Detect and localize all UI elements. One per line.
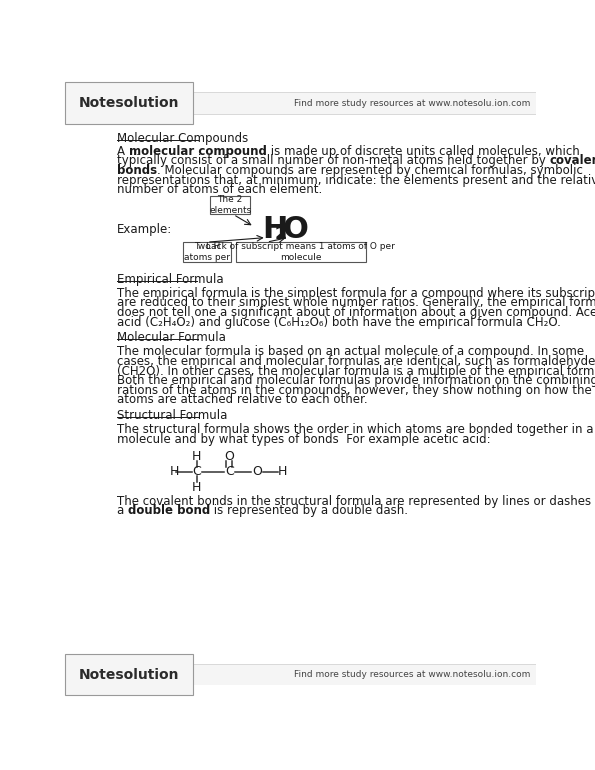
Text: rations of the atoms in the compounds, however, they show nothing on how the: rations of the atoms in the compounds, h…	[117, 383, 592, 397]
FancyBboxPatch shape	[183, 242, 231, 262]
Text: H: H	[192, 450, 202, 463]
Text: are reduced to their simplest whole number ratios. Generally, the empirical form: are reduced to their simplest whole numb…	[117, 296, 595, 310]
Text: is made up of discrete units called molecules, which: is made up of discrete units called mole…	[267, 145, 580, 158]
Text: Structural Formula: Structural Formula	[117, 409, 227, 422]
Text: C: C	[192, 465, 201, 478]
Text: Empirical Formula: Empirical Formula	[117, 273, 224, 286]
Text: H: H	[262, 216, 287, 244]
Text: Notesolution: Notesolution	[79, 96, 180, 110]
Text: covalent: covalent	[550, 154, 595, 167]
Text: H: H	[277, 465, 287, 478]
FancyBboxPatch shape	[74, 664, 536, 685]
FancyBboxPatch shape	[210, 196, 250, 214]
FancyBboxPatch shape	[236, 242, 366, 262]
Text: The molecular formula is based on an actual molecule of a compound. In some: The molecular formula is based on an act…	[117, 345, 584, 358]
Text: The 2
elements: The 2 elements	[209, 195, 251, 216]
Text: The covalent bonds in the structural formula are represented by lines or dashes : The covalent bonds in the structural for…	[117, 494, 595, 507]
Text: Find more study resources at www.notesolu.ion.com: Find more study resources at www.notesol…	[295, 99, 531, 108]
Text: Notesolution: Notesolution	[79, 668, 180, 681]
Text: bonds: bonds	[117, 164, 157, 177]
Text: Find more study resources at www.notesolu.ion.com: Find more study resources at www.notesol…	[295, 670, 531, 679]
Text: Molecular Compounds: Molecular Compounds	[117, 132, 248, 146]
Text: typically consist of a small number of non-metal atoms held together by: typically consist of a small number of n…	[117, 154, 550, 167]
FancyBboxPatch shape	[74, 92, 536, 114]
Text: Example:: Example:	[117, 223, 172, 236]
Text: C: C	[225, 465, 234, 478]
Text: cases, the empirical and molecular formulas are identical, such as formaldehyde: cases, the empirical and molecular formu…	[117, 355, 595, 368]
Text: acid (C₂H₄O₂) and glucose (C₆H₁₂O₆) both have the empirical formula CH₂O.: acid (C₂H₄O₂) and glucose (C₆H₁₂O₆) both…	[117, 316, 561, 329]
Text: O: O	[282, 216, 308, 244]
Text: molecule and by what types of bonds  For example acetic acid:: molecule and by what types of bonds For …	[117, 433, 491, 446]
Text: . Molecular compounds are represented by chemical formulas, symbolic: . Molecular compounds are represented by…	[157, 164, 583, 177]
Text: Molecular Formula: Molecular Formula	[117, 331, 226, 344]
Text: molecular compound: molecular compound	[129, 145, 267, 158]
Text: The structural formula shows the order in which atoms are bonded together in a: The structural formula shows the order i…	[117, 423, 593, 436]
Text: number of atoms of each element.: number of atoms of each element.	[117, 183, 322, 196]
Text: H: H	[170, 465, 179, 478]
Text: representations that, at minimum, indicate: the elements present and the relativ: representations that, at minimum, indica…	[117, 173, 595, 186]
Text: is represented by a double dash.: is represented by a double dash.	[210, 504, 408, 517]
Text: Both the empirical and molecular formulas provide information on the combining: Both the empirical and molecular formula…	[117, 374, 595, 387]
Text: Two H
atoms per: Two H atoms per	[184, 242, 230, 263]
Text: H: H	[192, 480, 202, 494]
Text: Lack of subscript means 1 atoms of O per
molecule: Lack of subscript means 1 atoms of O per…	[206, 242, 395, 263]
Text: a: a	[117, 504, 128, 517]
Text: 2: 2	[275, 226, 287, 243]
Text: atoms are attached relative to each other.: atoms are attached relative to each othe…	[117, 393, 368, 407]
Text: A: A	[117, 145, 129, 158]
Text: does not tell one a significant about of information about a given compound. Ace: does not tell one a significant about of…	[117, 306, 595, 319]
Text: O: O	[252, 465, 262, 478]
Text: O: O	[224, 450, 234, 463]
Text: (CH2O). In other cases, the molecular formula is a multiple of the empirical for: (CH2O). In other cases, the molecular fo…	[117, 364, 595, 377]
Text: double bond: double bond	[128, 504, 210, 517]
Text: The empirical formula is the simplest formula for a compound where its subscript: The empirical formula is the simplest fo…	[117, 286, 595, 300]
